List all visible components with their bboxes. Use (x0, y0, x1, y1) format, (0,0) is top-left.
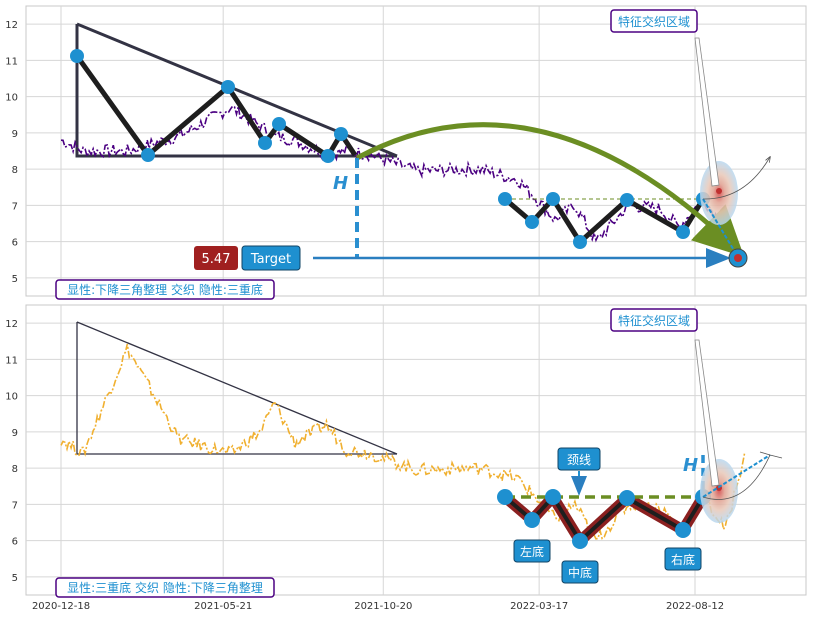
x-tick-labels: 2020-12-18 2021-05-21 2021-10-20 2022-03-17… (32, 601, 724, 612)
price-series-line-bottom (60, 343, 746, 540)
target-label: Target (250, 252, 291, 267)
left-bottom-box (513, 539, 551, 563)
pivot-point (620, 193, 634, 207)
y-tick-label: 7 (12, 201, 18, 212)
height-marker-label: H (333, 173, 348, 194)
height-marker-label-bottom: H (683, 455, 698, 476)
top-panel: 5 6 7 8 9 10 11 12 (5, 5, 807, 300)
upside-path-arrow (702, 157, 770, 200)
zone-callout-pointer (694, 37, 720, 187)
y-tick-label: 12 (5, 20, 18, 31)
y-tick-label: 10 (5, 93, 18, 104)
upside-arrow-head-bottom (759, 451, 783, 459)
pivot-point (525, 215, 539, 229)
x-tick-label: 2022-03-17 (510, 601, 568, 612)
pattern-caption-box-bottom (55, 577, 275, 598)
neckline-label: 颈线 (567, 453, 591, 467)
pivot-point (221, 80, 235, 94)
pattern-caption-bottom: 显性:三重底 交织 隐性:下降三角整理 (67, 580, 263, 595)
pivot-point (619, 490, 635, 506)
zone-label: 特征交织区域 (618, 14, 690, 29)
zone-callout-pointer-bottom (694, 339, 720, 487)
top-y-tick-labels: 5 6 7 8 9 10 11 12 (5, 20, 18, 285)
y-tick-label: 7 (12, 500, 18, 511)
x-tick-label: 2021-05-21 (194, 601, 252, 612)
upside-path-bottom (702, 454, 771, 500)
triangle-base-line-bottom (76, 322, 397, 455)
pivot-point (572, 533, 588, 549)
left-bottom-label: 左底 (520, 544, 544, 559)
pivot-point (497, 489, 513, 505)
price-value: 5.47 (202, 252, 231, 267)
x-tick-label: 2021-10-20 (354, 601, 412, 612)
triple-bottom-pivots-bottom (497, 489, 711, 549)
pivot-point (545, 489, 561, 505)
y-tick-label: 11 (5, 355, 18, 366)
pivot-point (141, 148, 155, 162)
zone-label-bottom: 特征交织区域 (618, 313, 690, 328)
y-tick-label: 11 (5, 56, 18, 67)
pattern-caption-box (55, 279, 275, 300)
middle-bottom-label: 中底 (568, 565, 592, 580)
zone-label-box (610, 9, 698, 33)
projection-arc (355, 122, 745, 257)
neckline-label-box (557, 447, 601, 471)
pivot-point (498, 192, 512, 206)
pattern-caption: 显性:下降三角整理 交织 隐性:三重底 (67, 282, 263, 297)
y-tick-label: 6 (12, 238, 18, 249)
y-tick-label: 8 (12, 464, 18, 475)
target-point-center (734, 254, 742, 262)
breakout-line-bottom (702, 454, 771, 498)
bottom-panel: 5 6 7 8 9 10 11 12 2020-12-18 2021-05-21 2021-10-… (5, 304, 807, 612)
top-gridlines (26, 6, 806, 296)
y-tick-label: 5 (12, 573, 18, 584)
pivot-point (546, 192, 560, 206)
pivot-point (676, 225, 690, 239)
pivot-point (70, 49, 84, 63)
breakout-line (702, 198, 736, 253)
triangle-upper-line-bottom (76, 321, 398, 455)
price-series-line (60, 105, 746, 261)
zone-label-box-bottom (610, 308, 698, 332)
right-bottom-label: 右底 (671, 552, 695, 567)
pivot-point (334, 127, 348, 141)
pivot-point (573, 235, 587, 249)
target-label-box (241, 245, 301, 271)
x-tick-label: 2020-12-18 (32, 601, 90, 612)
triangle-base-line (75, 24, 397, 158)
y-tick-label: 9 (12, 129, 18, 140)
y-tick-label: 6 (12, 537, 18, 548)
zone-center-dot (716, 188, 722, 194)
triangle-pivots (70, 49, 348, 163)
bottom-y-tick-labels: 5 6 7 8 9 10 11 12 (5, 319, 18, 584)
y-tick-label: 10 (5, 392, 18, 403)
price-value-box (194, 246, 238, 270)
y-tick-label: 9 (12, 428, 18, 439)
bottom-plot-area (25, 304, 807, 596)
y-tick-label: 8 (12, 165, 18, 176)
right-bottom-box (664, 547, 702, 571)
pivot-point (321, 149, 335, 163)
x-tick-label: 2022-08-12 (666, 601, 724, 612)
y-tick-label: 12 (5, 319, 18, 330)
middle-bottom-box (561, 560, 599, 584)
pivot-point (675, 522, 691, 538)
pivot-point (524, 512, 540, 528)
y-tick-label: 5 (12, 274, 18, 285)
pivot-point (258, 136, 272, 150)
pivot-point (272, 117, 286, 131)
